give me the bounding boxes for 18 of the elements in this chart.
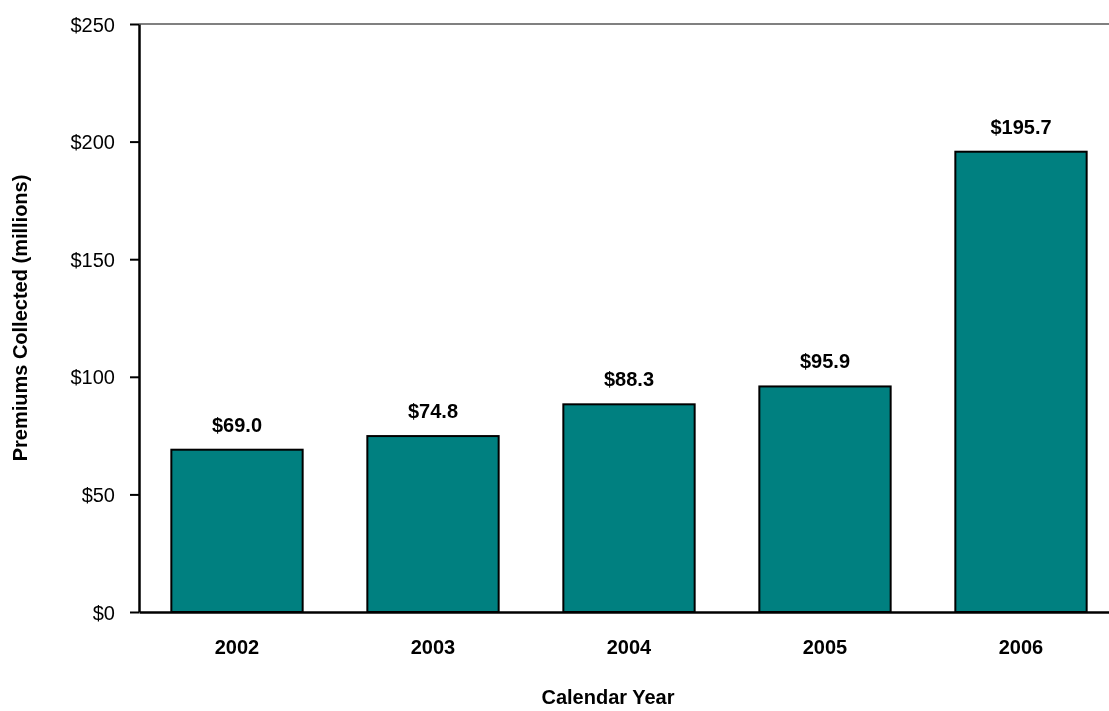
data-label: $69.0 — [211, 413, 263, 436]
x-axis-title: Calendar Year — [541, 686, 675, 708]
x-tick-label: 2002 — [214, 636, 260, 658]
data-label: $74.8 — [407, 400, 459, 423]
y-tick-label: $150 — [70, 248, 115, 271]
y-tick-label: $250 — [70, 13, 115, 36]
x-tick-label: 2004 — [606, 636, 653, 658]
data-label: $95.9 — [799, 350, 851, 373]
y-tick-label: $200 — [70, 131, 115, 154]
data-label: $195.7 — [990, 115, 1052, 138]
y-tick-label: $50 — [81, 483, 115, 506]
y-axis-title: Premiums Collected (millions) — [9, 174, 31, 462]
y-tick-label: $0 — [92, 601, 115, 624]
y-tick-label: $100 — [70, 366, 115, 389]
data-label: $88.3 — [603, 368, 655, 391]
x-tick-label: 2003 — [410, 636, 456, 658]
x-tick-label: 2005 — [802, 636, 848, 658]
x-tick-label: 2006 — [998, 636, 1044, 658]
